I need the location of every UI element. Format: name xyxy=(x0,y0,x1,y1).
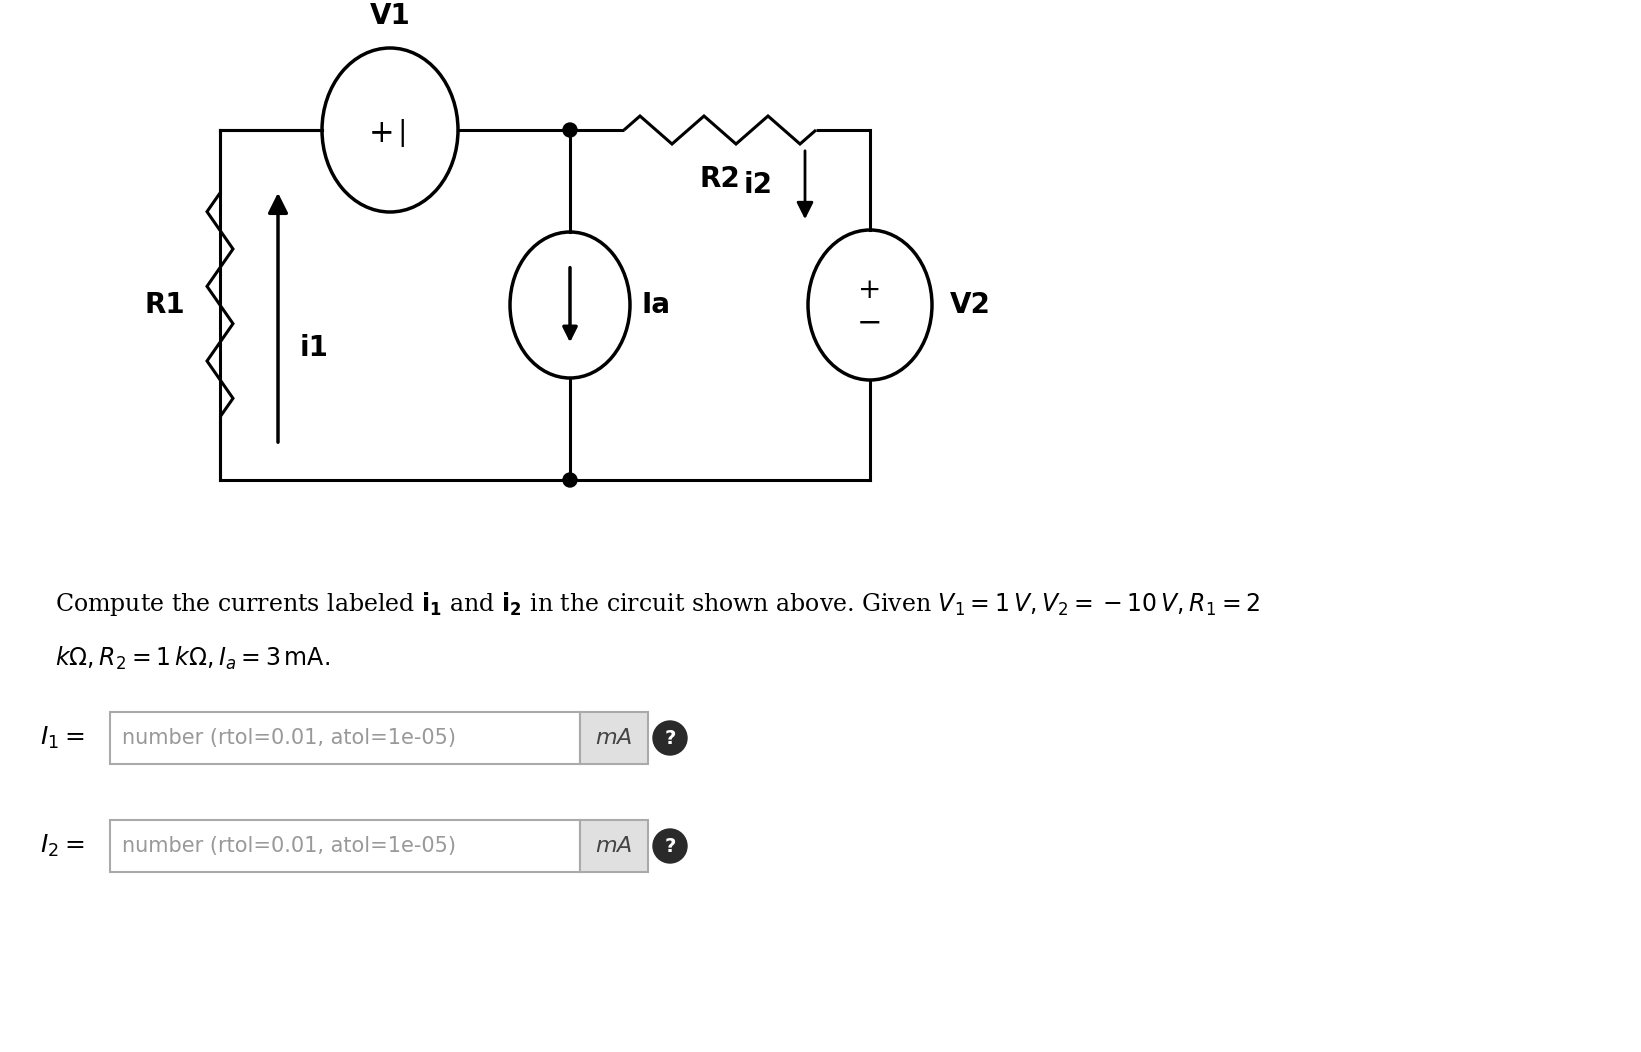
Circle shape xyxy=(563,123,578,137)
Text: ?: ? xyxy=(665,837,676,856)
Text: number (rtol=0.01, atol=1e-05): number (rtol=0.01, atol=1e-05) xyxy=(121,728,456,748)
Text: R2: R2 xyxy=(699,165,740,193)
Text: V1: V1 xyxy=(369,2,410,31)
Text: R1: R1 xyxy=(144,291,185,319)
Bar xyxy=(110,712,579,764)
Circle shape xyxy=(563,473,578,487)
Text: Compute the currents labeled $\mathbf{i_1}$ and $\mathbf{i_2}$ in the circuit sh: Compute the currents labeled $\mathbf{i_… xyxy=(56,590,1260,618)
Text: number (rtol=0.01, atol=1e-05): number (rtol=0.01, atol=1e-05) xyxy=(121,836,456,856)
Text: $mA$: $mA$ xyxy=(596,836,633,856)
Text: $I_2 =$: $I_2 =$ xyxy=(39,833,84,859)
Text: $I_1 =$: $I_1 =$ xyxy=(39,725,84,751)
Circle shape xyxy=(653,721,688,755)
Text: −: − xyxy=(857,307,883,339)
Text: $k\Omega, R_2 = 1\,k\Omega, I_a = 3\,\mathrm{mA}.$: $k\Omega, R_2 = 1\,k\Omega, I_a = 3\,\ma… xyxy=(56,645,330,672)
Circle shape xyxy=(653,829,688,863)
Bar xyxy=(579,820,648,872)
Bar xyxy=(110,820,579,872)
Text: +: + xyxy=(369,118,395,148)
Text: V2: V2 xyxy=(950,291,991,319)
Text: i1: i1 xyxy=(300,333,328,362)
Text: i2: i2 xyxy=(743,171,773,199)
Text: ?: ? xyxy=(665,729,676,749)
Text: Ia: Ia xyxy=(642,291,671,319)
Text: $mA$: $mA$ xyxy=(596,728,633,748)
Text: |: | xyxy=(397,119,407,147)
Bar xyxy=(579,712,648,764)
Text: +: + xyxy=(858,277,881,303)
